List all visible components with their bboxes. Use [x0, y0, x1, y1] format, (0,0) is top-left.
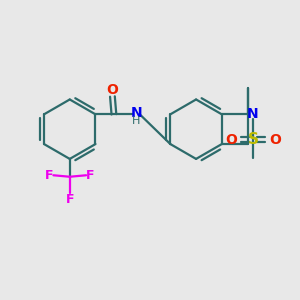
Text: F: F — [65, 193, 74, 206]
Text: N: N — [247, 107, 259, 121]
Text: O: O — [106, 83, 119, 97]
Text: O: O — [269, 133, 281, 147]
Text: F: F — [45, 169, 53, 182]
Text: S: S — [248, 132, 259, 147]
Text: N: N — [130, 106, 142, 120]
Text: O: O — [225, 133, 237, 147]
Text: F: F — [86, 169, 95, 182]
Text: H: H — [132, 116, 140, 126]
